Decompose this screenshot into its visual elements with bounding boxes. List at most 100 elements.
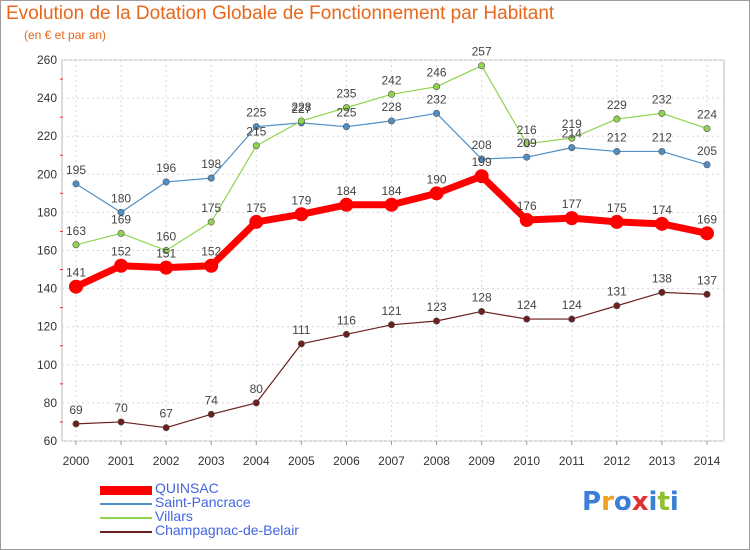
data-point-quinsac (609, 214, 624, 229)
data-point-villars (252, 142, 260, 150)
data-label-saint-pancrace: 212 (652, 130, 672, 144)
y-tick-label: 200 (37, 167, 57, 181)
data-label-champagnac-de-belair: 70 (114, 401, 128, 415)
data-label-villars: 219 (562, 117, 582, 131)
data-point-villars (703, 125, 711, 133)
data-point-quinsac (519, 213, 534, 228)
data-point-quinsac (204, 258, 219, 273)
data-label-quinsac: 152 (201, 245, 221, 259)
y-tick-label: 180 (37, 205, 57, 219)
logo-letter: x (631, 487, 649, 517)
data-label-champagnac-de-belair: 124 (517, 298, 537, 312)
data-label-quinsac: 184 (381, 184, 401, 198)
data-point-villars (478, 62, 486, 70)
data-point-saint-pancrace (342, 123, 350, 131)
data-point-quinsac (700, 226, 714, 241)
data-point-saint-pancrace (478, 155, 486, 163)
data-label-saint-pancrace: 208 (472, 138, 492, 152)
data-label-villars: 228 (291, 100, 311, 114)
data-label-quinsac: 175 (607, 201, 627, 215)
y-tick-label: 260 (37, 53, 57, 67)
x-tick-label: 2003 (198, 454, 225, 468)
data-point-saint-pancrace (252, 123, 260, 131)
logo-letter: i (648, 487, 658, 517)
data-point-champagnac-de-belair (297, 340, 305, 348)
x-tick-label: 2005 (288, 454, 315, 468)
x-tick-label: 2007 (378, 454, 405, 468)
y-tick-label: 100 (37, 358, 57, 372)
legend-label: Champagnac-de-Belair (155, 522, 299, 538)
data-label-champagnac-de-belair: 80 (250, 382, 264, 396)
data-label-villars: 242 (381, 73, 401, 87)
data-point-villars (342, 104, 350, 112)
data-label-quinsac: 141 (66, 266, 86, 280)
logo-letter: t (657, 487, 670, 517)
x-tick-label: 2014 (694, 454, 721, 468)
data-point-champagnac-de-belair (523, 315, 531, 323)
data-point-villars (613, 115, 621, 123)
data-point-quinsac (69, 279, 83, 294)
x-tick-label: 2011 (559, 454, 585, 468)
data-point-quinsac (384, 197, 399, 212)
data-point-champagnac-de-belair (433, 317, 441, 325)
data-label-quinsac: 199 (472, 155, 492, 169)
data-label-saint-pancrace: 196 (156, 161, 176, 175)
data-label-saint-pancrace: 225 (336, 106, 356, 120)
logo-letter: r (601, 487, 614, 517)
data-label-saint-pancrace: 205 (697, 144, 717, 158)
data-label-champagnac-de-belair: 138 (652, 271, 672, 285)
data-point-saint-pancrace (72, 180, 80, 188)
data-label-champagnac-de-belair: 128 (472, 290, 492, 304)
data-label-quinsac: 169 (697, 212, 717, 226)
data-point-villars (523, 140, 531, 148)
legend-label: Villars (155, 508, 193, 524)
data-label-villars: 229 (607, 98, 627, 112)
legend-label: Saint-Pancrace (155, 494, 251, 510)
x-tick-label: 2008 (423, 454, 450, 468)
data-label-villars: 215 (246, 125, 266, 139)
chart-subtitle: (en € et par an) (24, 28, 107, 42)
data-point-quinsac (159, 260, 174, 275)
data-point-villars (433, 83, 441, 91)
data-label-quinsac: 151 (156, 247, 176, 261)
x-tick-label: 2002 (153, 454, 180, 468)
data-label-villars: 163 (66, 224, 86, 238)
data-label-villars: 216 (517, 123, 537, 137)
data-point-champagnac-de-belair (207, 410, 215, 418)
logo-letter: i (669, 487, 679, 517)
data-label-quinsac: 190 (427, 172, 447, 186)
data-label-quinsac: 184 (336, 184, 356, 198)
y-tick-label: 240 (37, 91, 57, 105)
data-label-champagnac-de-belair: 74 (205, 393, 219, 407)
data-point-champagnac-de-belair (342, 330, 350, 338)
data-point-saint-pancrace (568, 144, 576, 152)
data-label-champagnac-de-belair: 69 (69, 403, 83, 417)
data-point-saint-pancrace (207, 174, 215, 182)
legend-swatch (100, 531, 152, 533)
y-tick-label: 60 (44, 434, 58, 448)
data-label-saint-pancrace: 198 (201, 157, 221, 171)
chart-title: Evolution de la Dotation Globale de Fonc… (6, 3, 555, 24)
y-tick-label: 140 (37, 282, 57, 296)
data-label-villars: 246 (427, 66, 447, 80)
legend-swatch (100, 517, 152, 519)
data-label-saint-pancrace: 180 (111, 191, 131, 205)
legend-swatch (100, 503, 152, 505)
data-label-villars: 160 (156, 230, 176, 244)
data-point-champagnac-de-belair (252, 399, 260, 407)
data-point-saint-pancrace (433, 109, 441, 117)
y-tick-label: 160 (37, 244, 57, 258)
data-point-quinsac (429, 186, 444, 201)
data-point-villars (387, 90, 395, 98)
x-tick-label: 2010 (513, 454, 540, 468)
data-label-saint-pancrace: 225 (246, 106, 266, 120)
data-point-champagnac-de-belair (613, 302, 621, 310)
data-point-champagnac-de-belair (117, 418, 125, 426)
data-point-villars (72, 241, 80, 249)
data-point-quinsac (249, 214, 264, 229)
data-point-champagnac-de-belair (387, 321, 395, 329)
data-point-villars (568, 134, 576, 142)
data-label-champagnac-de-belair: 123 (427, 300, 447, 314)
data-label-saint-pancrace: 214 (562, 127, 582, 141)
